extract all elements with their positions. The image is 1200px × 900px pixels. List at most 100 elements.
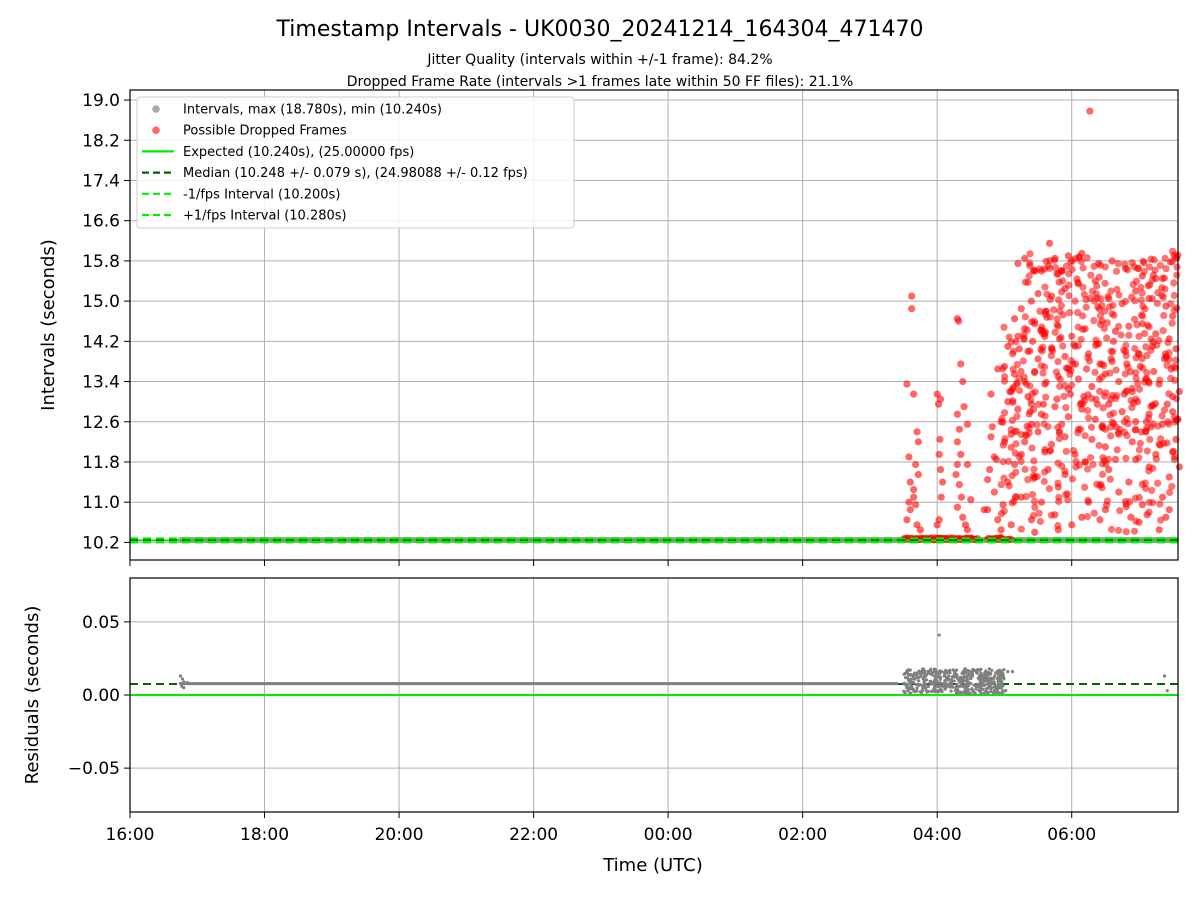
dropped-frame-point — [1013, 379, 1021, 387]
dropped-frame-point — [1175, 388, 1183, 396]
residual-point — [943, 678, 947, 683]
residual-point — [982, 684, 986, 688]
dropped-frame-point — [1056, 375, 1064, 384]
dropped-frame-point — [1017, 525, 1025, 533]
residual-point — [941, 684, 945, 688]
dropped-frame-point — [960, 403, 968, 411]
legend-label: -1/fps Interval (10.200s) — [183, 187, 340, 202]
dropped-frame-point — [1071, 297, 1079, 305]
residual-point — [908, 668, 912, 672]
dropped-frame-point — [1106, 411, 1114, 419]
dropped-frame-point — [959, 377, 967, 386]
bottom-axis-ticks: −0.05 0.00 0.05 16:00 18:00 20:00 22:00 00:00 02… — [68, 613, 1096, 845]
x-axis-label: Time (UTC) — [602, 855, 703, 876]
dropped-frame-point — [916, 526, 924, 534]
dropped-frame-point — [1132, 287, 1140, 295]
dropped-frame-point — [1118, 408, 1126, 416]
residual-point — [963, 682, 967, 687]
dropped-frame-point — [984, 506, 992, 514]
dropped-frame-point — [952, 470, 960, 479]
dropped-frame-point — [1017, 457, 1025, 466]
dropped-frame-point — [1173, 263, 1181, 271]
dropped-frame-point — [914, 470, 922, 479]
dropped-frame-point — [1168, 482, 1176, 491]
residual-point — [1001, 689, 1005, 693]
residual-point — [932, 680, 936, 684]
dropped-frame-point — [986, 465, 994, 474]
dropped-frame-point — [903, 516, 911, 524]
top-axis-ticks: 10.2 11.0 11.8 12.6 13.4 14.2 15.0 15.8 16.6 17.4… — [82, 91, 1073, 566]
residual-point — [963, 690, 967, 694]
dropped-frame-point — [1170, 279, 1178, 287]
dropped-frame-point — [1045, 485, 1053, 493]
dropped-frame-point — [1082, 303, 1090, 311]
dropped-frame-point — [1096, 387, 1104, 395]
dropped-frame-point — [1009, 398, 1017, 407]
residual-point — [985, 676, 989, 681]
dropped-frame-point — [906, 478, 914, 486]
residual-point — [963, 667, 967, 671]
dropped-frame-point — [1051, 264, 1060, 272]
dropped-frame-point — [1052, 368, 1060, 376]
dropped-frame-point — [1011, 449, 1019, 457]
dropped-frame-point — [999, 365, 1007, 373]
dropped-frame-point — [1122, 352, 1130, 360]
residual-point — [955, 673, 959, 677]
dropped-frame-point — [1148, 486, 1156, 495]
dropped-frame-point — [1034, 400, 1042, 408]
residual-point — [982, 673, 986, 678]
dropped-frame-point — [1120, 346, 1128, 354]
dropped-frame-point — [1066, 390, 1074, 398]
legend-label: Intervals, max (18.780s), min (10.240s) — [183, 103, 442, 118]
dropped-frame-point — [1000, 323, 1008, 331]
dropped-frame-point — [1068, 256, 1076, 265]
dropped-frame-point — [1092, 395, 1100, 403]
residual-point — [922, 681, 926, 685]
legend-marker — [152, 105, 160, 113]
dropped-frame-point — [1130, 527, 1139, 535]
dropped-frame-point — [1004, 457, 1013, 465]
dropped-frame-point — [905, 498, 913, 506]
dropped-frame-point — [1036, 307, 1044, 315]
dropped-frame-point — [984, 475, 992, 484]
dropped-frame-point — [1029, 337, 1037, 345]
dropped-frame-point — [1150, 367, 1158, 376]
dropped-frame-point — [1026, 408, 1034, 416]
residual-point — [952, 679, 956, 683]
dropped-frame-point — [1035, 509, 1043, 517]
dropped-frame-point — [1127, 513, 1135, 521]
dropped-frame-point — [1053, 395, 1061, 403]
dropped-frame-point — [1040, 468, 1049, 476]
residual-point — [180, 677, 185, 681]
dropped-frame-point — [1142, 418, 1151, 426]
top-y-tick-label: 18.2 — [82, 131, 120, 151]
dropped-frame-point — [963, 526, 972, 534]
residual-point — [939, 684, 943, 688]
residual-point — [923, 684, 927, 689]
dropped-frame-point — [957, 450, 965, 459]
dropped-frame-point — [1013, 360, 1021, 369]
dropped-frame-point — [1095, 441, 1103, 450]
chart-subtitle-dropped: Dropped Frame Rate (intervals >1 frames … — [347, 74, 854, 90]
dropped-frame-point — [1028, 490, 1037, 499]
dropped-frame-point — [987, 433, 995, 441]
dropped-frame-point — [1072, 463, 1080, 471]
legend-label: Expected (10.240s), (25.00000 fps) — [183, 145, 414, 160]
dropped-frame-point — [1145, 467, 1153, 475]
residual-point — [948, 671, 952, 675]
bottom-y-tick-label: −0.05 — [68, 759, 120, 779]
dropped-frame-point — [1132, 517, 1140, 525]
residual-point — [990, 676, 994, 680]
dropped-frame-point — [1090, 262, 1098, 271]
dropped-frame-point — [1117, 331, 1125, 339]
dropped-frame-point — [1162, 513, 1170, 521]
dropped-frame-point — [1138, 355, 1146, 363]
residual-point — [935, 670, 939, 674]
residual-point — [984, 687, 989, 691]
dropped-frame-point — [936, 465, 945, 474]
dropped-frame-point — [1065, 281, 1073, 289]
dropped-frame-point — [1139, 312, 1147, 320]
dropped-frame-point — [1098, 421, 1107, 430]
residual-point — [925, 690, 929, 694]
dropped-frame-point — [1012, 492, 1020, 501]
